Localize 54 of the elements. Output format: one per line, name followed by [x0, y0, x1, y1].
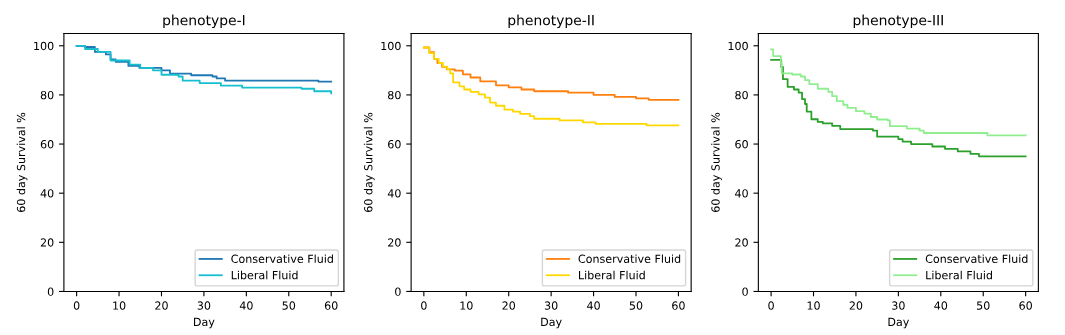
x-tick-label: 30 [197, 301, 211, 310]
y-tick-label: 40 [387, 189, 401, 198]
y-tick-label: 0 [395, 287, 401, 296]
x-tick-label: 10 [807, 301, 820, 310]
y-tick-label: 100 [34, 41, 54, 51]
x-tick-label: 30 [544, 301, 558, 310]
y-axis-title: 60 day Survival % [711, 112, 722, 212]
y-tick-label: 20 [40, 238, 54, 247]
y-tick-label: 80 [735, 90, 748, 100]
y-tick-label: 60 [735, 140, 748, 149]
x-tick-label: 60 [672, 301, 685, 310]
y-tick-label: 40 [40, 189, 54, 198]
x-tick-label: 0 [421, 301, 427, 310]
x-tick-label: 60 [324, 301, 338, 310]
x-axis-title: Day [888, 317, 909, 329]
y-tick-label: 0 [742, 287, 748, 296]
chart-title: phenotype-I [163, 14, 245, 29]
x-tick-label: 20 [502, 301, 516, 310]
x-tick-label: 30 [892, 301, 905, 310]
y-tick-label: 60 [388, 140, 401, 149]
x-tick-label: 60 [1019, 301, 1032, 310]
y-tick-label: 80 [388, 90, 401, 100]
y-axis-title: 60 day Survival % [16, 112, 28, 212]
x-tick-label: 40 [587, 301, 600, 310]
x-tick-label: 20 [155, 301, 168, 310]
x-tick-label: 50 [629, 301, 643, 310]
x-tick-label: 0 [768, 301, 774, 310]
legend-label: Liberal Fluid [231, 270, 298, 280]
y-tick-label: 60 [40, 140, 54, 149]
legend-label: Conservative Fluid [231, 254, 333, 263]
legend-label: Liberal Fluid [926, 270, 992, 280]
legend-label: Conservative Fluid [578, 254, 681, 263]
x-tick-label: 10 [460, 301, 473, 310]
x-tick-label: 40 [934, 301, 948, 310]
x-tick-label: 50 [282, 301, 296, 310]
x-tick-label: 40 [239, 301, 253, 310]
x-tick-label: 20 [849, 301, 863, 310]
chart-title: phenotype-III [853, 14, 943, 29]
y-tick-label: 80 [40, 90, 54, 100]
x-axis-title: Day [541, 317, 562, 329]
y-axis-title: 60 day Survival % [363, 112, 375, 212]
legend-label: Liberal Fluid [579, 270, 645, 280]
y-tick-label: 100 [381, 41, 401, 51]
x-axis-title: Day [194, 317, 215, 329]
y-tick-label: 0 [47, 287, 54, 296]
legend-label: Conservative Fluid [925, 254, 1028, 263]
x-tick-label: 0 [73, 301, 80, 310]
y-tick-label: 20 [735, 238, 748, 247]
y-tick-label: 40 [735, 189, 748, 198]
y-tick-label: 20 [388, 238, 401, 247]
x-tick-label: 50 [977, 301, 990, 310]
chart-title: phenotype-II [508, 14, 594, 29]
x-tick-label: 10 [113, 301, 126, 310]
y-tick-label: 100 [728, 41, 748, 51]
